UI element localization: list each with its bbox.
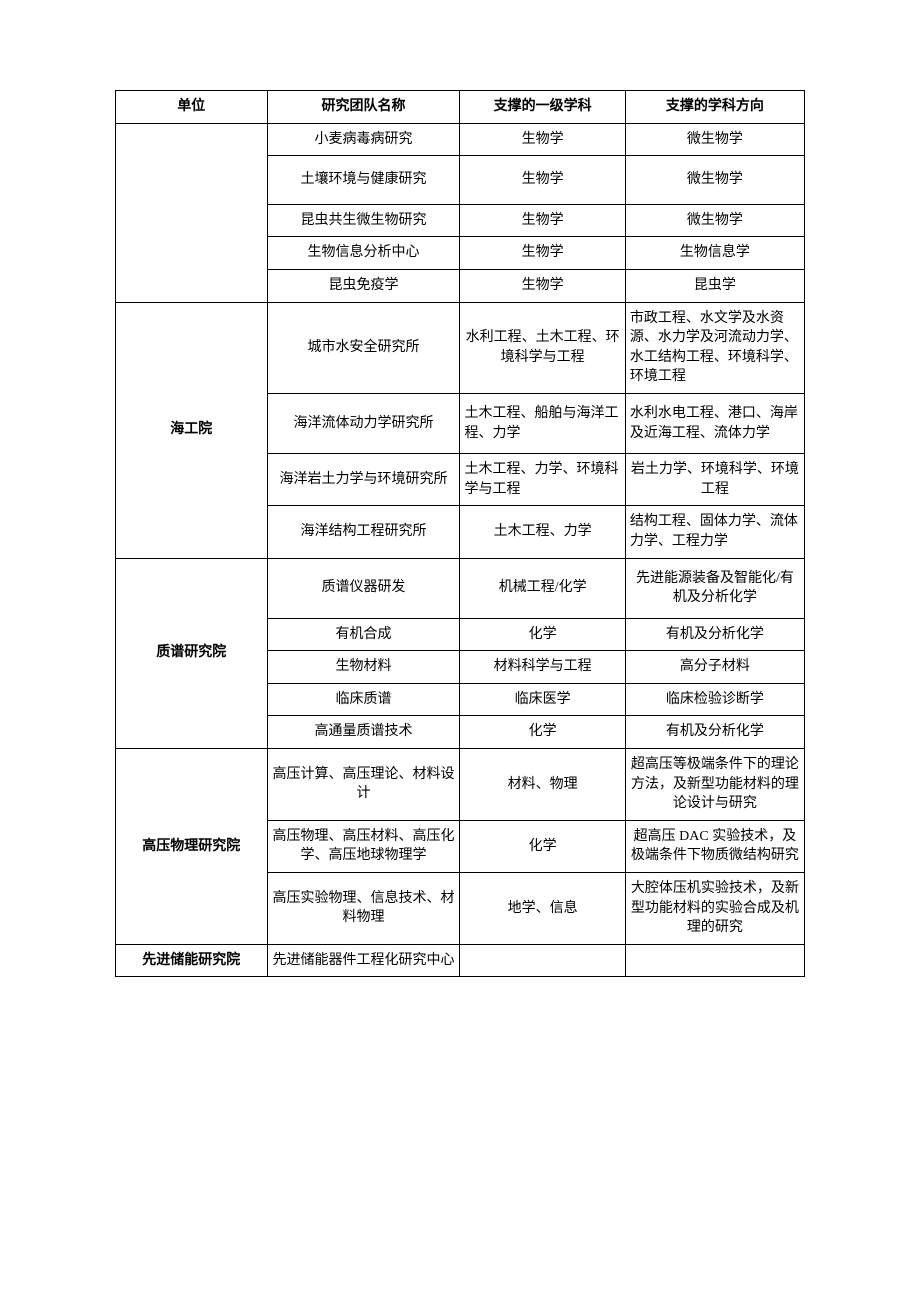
col-unit: 单位: [116, 91, 268, 124]
discipline-cell: 生物学: [460, 237, 625, 270]
research-teams-table: 单位 研究团队名称 支撑的一级学科 支撑的学科方向 小麦病毒病研究 生物学 微生…: [115, 90, 805, 977]
team-cell: 小麦病毒病研究: [267, 123, 460, 156]
team-cell: 质谱仪器研发: [267, 558, 460, 618]
discipline-cell: 材料、物理: [460, 749, 625, 821]
discipline-cell: 土木工程、力学、环境科学与工程: [460, 454, 625, 506]
col-discipline: 支撑的一级学科: [460, 91, 625, 124]
unit-cell: 高压物理研究院: [116, 749, 268, 945]
direction-cell: 超高压 DAC 实验技术，及极端条件下物质微结构研究: [625, 820, 804, 872]
discipline-cell: 地学、信息: [460, 873, 625, 945]
table-row: 质谱研究院 质谱仪器研发 机械工程/化学 先进能源装备及智能化/有机及分析化学: [116, 558, 805, 618]
col-team: 研究团队名称: [267, 91, 460, 124]
team-cell: 生物信息分析中心: [267, 237, 460, 270]
table-row: 高压物理研究院 高压计算、高压理论、材料设计 材料、物理 超高压等极端条件下的理…: [116, 749, 805, 821]
discipline-cell: 化学: [460, 716, 625, 749]
unit-cell: 质谱研究院: [116, 558, 268, 749]
discipline-cell: 生物学: [460, 123, 625, 156]
direction-cell: 市政工程、水文学及水资源、水力学及河流动力学、水工结构工程、环境科学、环境工程: [625, 302, 804, 393]
discipline-cell: 水利工程、土木工程、环境科学与工程: [460, 302, 625, 393]
team-cell: 海洋结构工程研究所: [267, 506, 460, 558]
discipline-cell: 机械工程/化学: [460, 558, 625, 618]
discipline-cell: 临床医学: [460, 683, 625, 716]
team-cell: 有机合成: [267, 618, 460, 651]
col-direction: 支撑的学科方向: [625, 91, 804, 124]
team-cell: 先进储能器件工程化研究中心: [267, 944, 460, 977]
team-cell: 昆虫共生微生物研究: [267, 204, 460, 237]
direction-cell: 先进能源装备及智能化/有机及分析化学: [625, 558, 804, 618]
direction-cell: 结构工程、固体力学、流体力学、工程力学: [625, 506, 804, 558]
direction-cell: 微生物学: [625, 204, 804, 237]
direction-cell: 岩土力学、环境科学、环境工程: [625, 454, 804, 506]
direction-cell: 微生物学: [625, 123, 804, 156]
direction-cell: 大腔体压机实验技术，及新型功能材料的实验合成及机理的研究: [625, 873, 804, 945]
unit-cell: 海工院: [116, 302, 268, 558]
team-cell: 高压计算、高压理论、材料设计: [267, 749, 460, 821]
discipline-cell: 化学: [460, 820, 625, 872]
table-header-row: 单位 研究团队名称 支撑的一级学科 支撑的学科方向: [116, 91, 805, 124]
discipline-cell: 化学: [460, 618, 625, 651]
direction-cell: 有机及分析化学: [625, 618, 804, 651]
direction-cell: 水利水电工程、港口、海岸及近海工程、流体力学: [625, 393, 804, 453]
team-cell: 海洋流体动力学研究所: [267, 393, 460, 453]
team-cell: 生物材料: [267, 651, 460, 684]
table-row: 海工院 城市水安全研究所 水利工程、土木工程、环境科学与工程 市政工程、水文学及…: [116, 302, 805, 393]
table-row: 小麦病毒病研究 生物学 微生物学: [116, 123, 805, 156]
team-cell: 临床质谱: [267, 683, 460, 716]
direction-cell: 超高压等极端条件下的理论方法，及新型功能材料的理论设计与研究: [625, 749, 804, 821]
direction-cell: 生物信息学: [625, 237, 804, 270]
team-cell: 昆虫免疫学: [267, 269, 460, 302]
unit-cell-blank: [116, 123, 268, 302]
team-cell: 高通量质谱技术: [267, 716, 460, 749]
direction-cell: [625, 944, 804, 977]
discipline-cell: 土木工程、船舶与海洋工程、力学: [460, 393, 625, 453]
table-row: 先进储能研究院 先进储能器件工程化研究中心: [116, 944, 805, 977]
discipline-cell: 材料科学与工程: [460, 651, 625, 684]
team-cell: 海洋岩土力学与环境研究所: [267, 454, 460, 506]
discipline-cell: [460, 944, 625, 977]
direction-cell: 昆虫学: [625, 269, 804, 302]
direction-cell: 微生物学: [625, 156, 804, 205]
discipline-cell: 生物学: [460, 204, 625, 237]
direction-cell: 临床检验诊断学: [625, 683, 804, 716]
team-cell: 土壤环境与健康研究: [267, 156, 460, 205]
discipline-cell: 土木工程、力学: [460, 506, 625, 558]
team-cell: 城市水安全研究所: [267, 302, 460, 393]
unit-cell: 先进储能研究院: [116, 944, 268, 977]
team-cell: 高压物理、高压材料、高压化学、高压地球物理学: [267, 820, 460, 872]
team-cell: 高压实验物理、信息技术、材料物理: [267, 873, 460, 945]
discipline-cell: 生物学: [460, 156, 625, 205]
discipline-cell: 生物学: [460, 269, 625, 302]
direction-cell: 有机及分析化学: [625, 716, 804, 749]
direction-cell: 高分子材料: [625, 651, 804, 684]
